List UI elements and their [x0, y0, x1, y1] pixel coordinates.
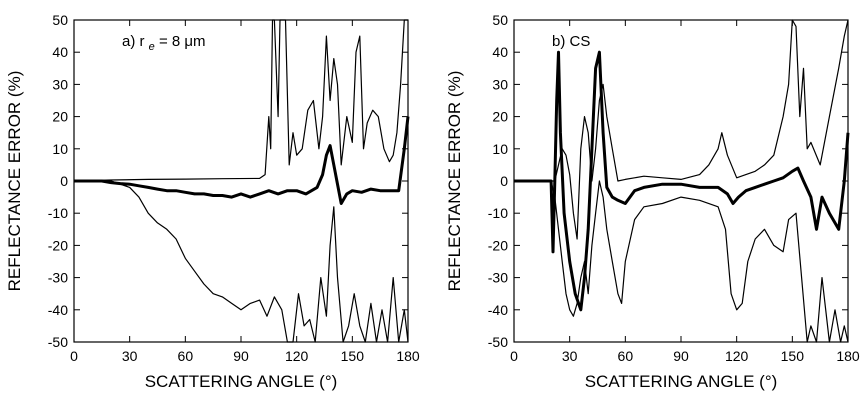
- x-axis-title: SCATTERING ANGLE (°): [585, 372, 778, 391]
- x-tick-label: 150: [781, 348, 805, 364]
- panel-label-subscript: e: [149, 41, 155, 53]
- y-tick-label: -50: [48, 334, 68, 350]
- y-tick-label: -30: [488, 270, 508, 286]
- x-tick-label: 60: [618, 348, 634, 364]
- y-tick-label: 40: [52, 44, 68, 60]
- y-tick-label: -50: [488, 334, 508, 350]
- series-line-3: [514, 180, 849, 343]
- y-tick-label: 50: [492, 12, 508, 28]
- y-tick-label: 20: [52, 109, 68, 125]
- y-tick-label: 30: [52, 76, 68, 92]
- y-tick-label: -20: [488, 237, 508, 253]
- series-line-2: [514, 50, 850, 312]
- x-tick-label: 0: [70, 348, 78, 364]
- y-tick-label: 30: [492, 76, 508, 92]
- y-tick-label: -10: [488, 205, 508, 221]
- axes: 0 30 60 90 120 150 180 50 40 30 20 10 0 -10 -20 -30 -40 -…: [48, 12, 420, 364]
- series-line-1: [73, 19, 408, 182]
- series-line-2: [74, 116, 410, 205]
- x-tick-label: 180: [836, 348, 860, 364]
- panel-label: b) CS: [552, 33, 590, 50]
- y-tick-label: 10: [492, 141, 508, 157]
- y-tick-label: -30: [48, 270, 68, 286]
- x-tick-label: 120: [725, 348, 749, 364]
- series-line-1: [514, 19, 849, 240]
- x-tick-label: 120: [285, 348, 309, 364]
- y-tick-label: -40: [488, 302, 508, 318]
- y-tick-label: -10: [48, 205, 68, 221]
- panel-label: a) r e = 8 μm: [122, 33, 206, 54]
- plot-frame: [73, 19, 409, 343]
- x-tick-label: 90: [233, 348, 249, 364]
- y-tick-label: -20: [48, 237, 68, 253]
- x-axis-title: SCATTERING ANGLE (°): [145, 372, 338, 391]
- y-tick-label: 20: [492, 109, 508, 125]
- y-tick-label: -40: [48, 302, 68, 318]
- series-line-3: [74, 180, 409, 343]
- x-tick-label: 90: [673, 348, 689, 364]
- x-tick-label: 180: [396, 348, 420, 364]
- y-tick-label: 0: [500, 173, 508, 189]
- x-tick-label: 30: [122, 348, 138, 364]
- y-axis-title: REFLECTANCE ERROR (%): [445, 71, 464, 292]
- chart-panel-b: 0 30 60 90 120 150 180 50 40 30 20 10 0 -10 -20 -30 -40 -…: [445, 12, 860, 391]
- x-tick-label: 60: [178, 348, 194, 364]
- y-axis-title: REFLECTANCE ERROR (%): [5, 71, 24, 292]
- x-tick-label: 0: [510, 348, 518, 364]
- x-tick-label: 30: [562, 348, 578, 364]
- series-lines: [514, 19, 850, 343]
- x-tick-label: 150: [341, 348, 365, 364]
- axes: 0 30 60 90 120 150 180 50 40 30 20 10 0 -10 -20 -30 -40 -…: [488, 12, 860, 364]
- y-tick-label: 0: [60, 173, 68, 189]
- y-tick-label: 10: [52, 141, 68, 157]
- y-tick-label: 50: [52, 12, 68, 28]
- y-tick-label: 40: [492, 44, 508, 60]
- series-lines: [73, 19, 410, 343]
- chart-panel-a: 0 30 60 90 120 150 180 50 40 30 20 10 0 -10 -20 -30 -40 -…: [5, 12, 420, 391]
